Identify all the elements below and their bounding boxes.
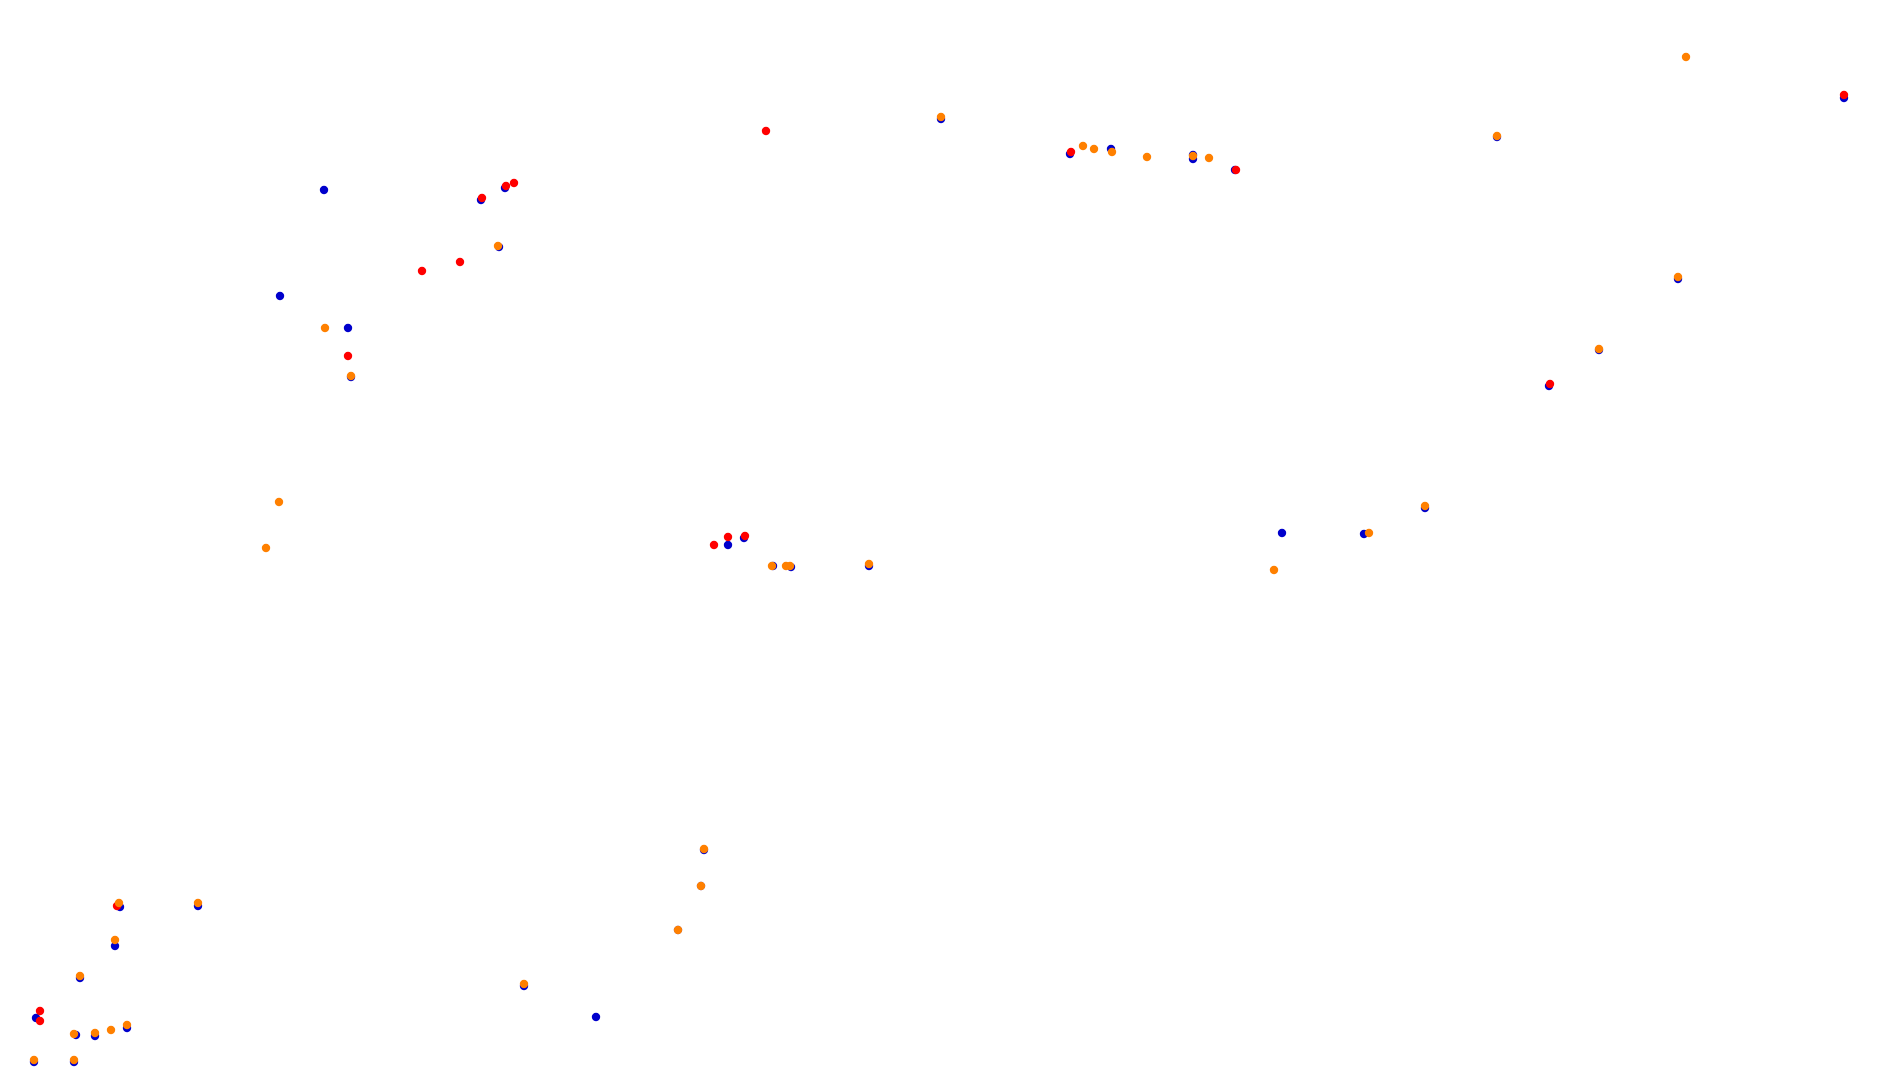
series-2-point-26 (1107, 147, 1117, 157)
series-2-point-4 (90, 1028, 100, 1038)
series-2-point-29 (1204, 153, 1214, 163)
series-2-point-21 (785, 561, 795, 571)
series-2-point-3 (75, 971, 85, 981)
series-2-point-24 (1078, 141, 1088, 151)
series-2-point-14 (493, 241, 503, 251)
series-0-point-7 (110, 941, 120, 951)
series-2-point-10 (261, 543, 271, 553)
series-2-point-27 (1142, 152, 1152, 162)
series-0-point-18 (591, 1012, 601, 1022)
series-2-point-30 (1269, 565, 1279, 575)
series-2-point-2 (69, 1029, 79, 1039)
series-2-point-16 (673, 925, 683, 935)
series-1-point-9 (709, 540, 719, 550)
series-1-point-10 (723, 532, 733, 542)
series-2-point-31 (1364, 528, 1374, 538)
series-0-point-13 (319, 185, 329, 195)
series-0-point-10 (275, 291, 285, 301)
series-2-point-19 (767, 561, 777, 571)
series-2-point-0 (29, 1055, 39, 1065)
series-1-point-16 (1839, 90, 1849, 100)
series-2-point-25 (1089, 144, 1099, 154)
series-2-point-5 (106, 1025, 116, 1035)
series-1-point-6 (477, 193, 487, 203)
series-layer (29, 52, 1849, 1067)
series-2-point-15 (519, 979, 529, 989)
series-2-point-6 (122, 1020, 132, 1030)
series-1-point-8 (509, 178, 519, 188)
series-2-point-28 (1188, 151, 1198, 161)
series-2-point-34 (1594, 344, 1604, 354)
series-1-point-3 (343, 351, 353, 361)
series-2-point-35 (1673, 272, 1683, 282)
series-1-point-0 (35, 1006, 45, 1016)
series-1-point-5 (455, 257, 465, 267)
series-1-point-12 (761, 126, 771, 136)
series-1-point-4 (417, 266, 427, 276)
series-2-point-18 (699, 844, 709, 854)
series-2-point-11 (274, 497, 284, 507)
series-2-point-9 (193, 898, 203, 908)
series-2-point-23 (936, 112, 946, 122)
series-1-point-14 (1231, 165, 1241, 175)
series-0-point-33 (1277, 528, 1287, 538)
series-0-point-11 (343, 323, 353, 333)
series-1-point-1 (35, 1016, 45, 1026)
series-2-point-22 (864, 559, 874, 569)
series-1-point-11 (740, 531, 750, 541)
series-1-point-7 (501, 181, 511, 191)
series-2-point-1 (69, 1055, 79, 1065)
series-2 (29, 52, 1691, 1065)
series-2-point-36 (1681, 52, 1691, 62)
series-2-point-17 (696, 881, 706, 891)
series-1-point-15 (1545, 379, 1555, 389)
series-2-point-13 (346, 371, 356, 381)
series-2-point-32 (1420, 501, 1430, 511)
series-2-point-12 (320, 323, 330, 333)
series-2-point-8 (114, 898, 124, 908)
series-2-point-33 (1492, 131, 1502, 141)
series-1-point-13 (1066, 147, 1076, 157)
series-0-point-22 (723, 540, 733, 550)
series-2-point-7 (110, 935, 120, 945)
